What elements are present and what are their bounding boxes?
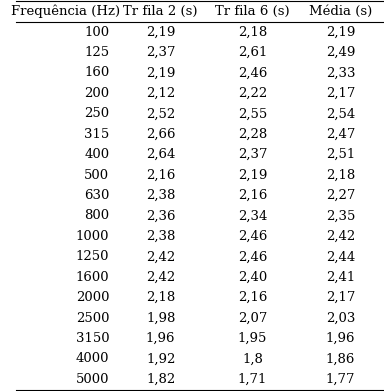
Text: Tr fila 6 (s): Tr fila 6 (s): [215, 5, 290, 18]
Text: Frequência (Hz): Frequência (Hz): [11, 5, 120, 18]
Text: 1000: 1000: [76, 230, 109, 243]
Text: 160: 160: [84, 66, 109, 79]
Text: 2,54: 2,54: [326, 107, 355, 120]
Text: 2,16: 2,16: [146, 169, 175, 181]
Text: 2,55: 2,55: [238, 107, 267, 120]
Text: 2,40: 2,40: [238, 271, 267, 284]
Text: 1,96: 1,96: [146, 332, 175, 345]
Text: 2,07: 2,07: [238, 312, 267, 325]
Text: 2,16: 2,16: [238, 189, 267, 202]
Text: 2,18: 2,18: [326, 169, 355, 181]
Text: Média (s): Média (s): [309, 5, 372, 18]
Text: 2,28: 2,28: [238, 128, 267, 141]
Text: 2,47: 2,47: [326, 128, 355, 141]
Text: 2000: 2000: [76, 291, 109, 304]
Text: 2,42: 2,42: [146, 250, 175, 263]
Text: 2,46: 2,46: [238, 250, 267, 263]
Text: 125: 125: [84, 46, 109, 59]
Text: 2,27: 2,27: [326, 189, 355, 202]
Text: 1,98: 1,98: [146, 312, 175, 325]
Text: 2,34: 2,34: [238, 210, 267, 222]
Text: 2,03: 2,03: [326, 312, 355, 325]
Text: 1600: 1600: [76, 271, 109, 284]
Text: 2,19: 2,19: [326, 25, 355, 39]
Text: 2,36: 2,36: [146, 210, 175, 222]
Text: 5000: 5000: [76, 373, 109, 386]
Text: 2,19: 2,19: [146, 25, 175, 39]
Text: 2,44: 2,44: [326, 250, 355, 263]
Text: 315: 315: [84, 128, 109, 141]
Text: 2,42: 2,42: [326, 230, 355, 243]
Text: 2,37: 2,37: [146, 46, 175, 59]
Text: 2,38: 2,38: [146, 230, 175, 243]
Text: 1,96: 1,96: [326, 332, 355, 345]
Text: 1,71: 1,71: [238, 373, 267, 386]
Text: 2,22: 2,22: [238, 87, 267, 100]
Text: 1,77: 1,77: [326, 373, 355, 386]
Text: 2,19: 2,19: [146, 66, 175, 79]
Text: 2,42: 2,42: [146, 271, 175, 284]
Text: 2,49: 2,49: [326, 46, 355, 59]
Text: 1,86: 1,86: [326, 352, 355, 366]
Text: 1250: 1250: [76, 250, 109, 263]
Text: Tr fila 2 (s): Tr fila 2 (s): [123, 5, 198, 18]
Text: 1,82: 1,82: [146, 373, 175, 386]
Text: 2,37: 2,37: [238, 148, 267, 161]
Text: 2,46: 2,46: [238, 66, 267, 79]
Text: 2,12: 2,12: [146, 87, 175, 100]
Text: 2,51: 2,51: [326, 148, 355, 161]
Text: 2,35: 2,35: [326, 210, 355, 222]
Text: 2,17: 2,17: [326, 87, 355, 100]
Text: 2,66: 2,66: [146, 128, 175, 141]
Text: 2,19: 2,19: [238, 169, 267, 181]
Text: 2,41: 2,41: [326, 271, 355, 284]
Text: 200: 200: [84, 87, 109, 100]
Text: 250: 250: [84, 107, 109, 120]
Text: 800: 800: [84, 210, 109, 222]
Text: 2,16: 2,16: [238, 291, 267, 304]
Text: 2,52: 2,52: [146, 107, 175, 120]
Text: 630: 630: [84, 189, 109, 202]
Text: 1,92: 1,92: [146, 352, 175, 366]
Text: 2,46: 2,46: [238, 230, 267, 243]
Text: 4000: 4000: [76, 352, 109, 366]
Text: 1,8: 1,8: [242, 352, 263, 366]
Text: 100: 100: [84, 25, 109, 39]
Text: 2,64: 2,64: [146, 148, 175, 161]
Text: 1,95: 1,95: [238, 332, 267, 345]
Text: 2,33: 2,33: [326, 66, 355, 79]
Text: 500: 500: [84, 169, 109, 181]
Text: 2,18: 2,18: [238, 25, 267, 39]
Text: 2,17: 2,17: [326, 291, 355, 304]
Text: 2,61: 2,61: [238, 46, 267, 59]
Text: 3150: 3150: [76, 332, 109, 345]
Text: 400: 400: [84, 148, 109, 161]
Text: 2,38: 2,38: [146, 189, 175, 202]
Text: 2,18: 2,18: [146, 291, 175, 304]
Text: 2500: 2500: [76, 312, 109, 325]
